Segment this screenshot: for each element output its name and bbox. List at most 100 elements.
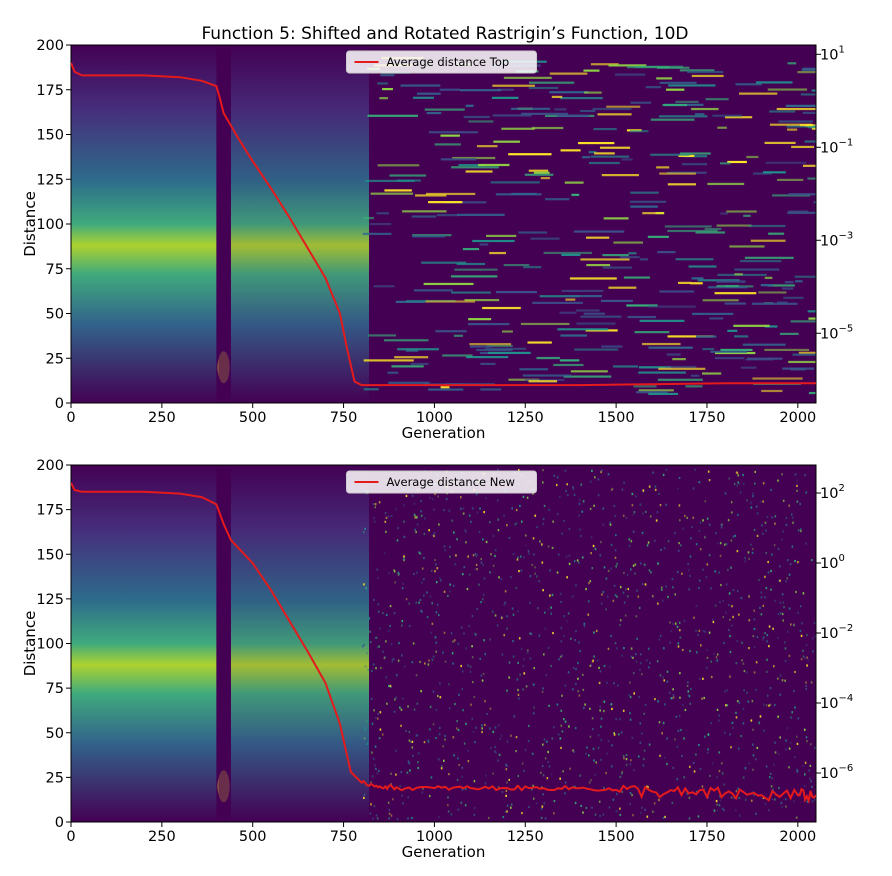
- heatmap-speck: [784, 798, 787, 801]
- heatmap-speck: [444, 660, 447, 663]
- heatmap-speck: [797, 529, 800, 532]
- heatmap-streak: [428, 131, 478, 134]
- heatmap-speck: [752, 635, 755, 638]
- heatmap-speck: [395, 696, 397, 699]
- heatmap-speck: [401, 587, 404, 590]
- heatmap-streak: [382, 88, 393, 91]
- heatmap-speck: [710, 587, 712, 590]
- heatmap-speck: [541, 743, 544, 746]
- heatmap-speck: [473, 807, 476, 810]
- y-tick-label: 100: [36, 637, 64, 653]
- heatmap-speck: [716, 708, 719, 711]
- heatmap-speck: [417, 766, 419, 770]
- heatmap-speck: [766, 658, 768, 661]
- heatmap-speck: [804, 656, 806, 659]
- heatmap-speck: [560, 600, 562, 604]
- heatmap-speck: [408, 739, 411, 742]
- heatmap-speck: [417, 761, 419, 764]
- heatmap-speck: [366, 720, 368, 723]
- heatmap-speck: [465, 647, 467, 650]
- heatmap-speck: [419, 552, 422, 555]
- heatmap-speck: [478, 531, 481, 534]
- heatmap-speck: [443, 759, 445, 762]
- heatmap-streak: [524, 378, 565, 382]
- heatmap-speck: [435, 650, 438, 653]
- heatmap-speck: [464, 804, 467, 807]
- heatmap-speck: [780, 612, 782, 615]
- heatmap-speck: [381, 733, 384, 736]
- heatmap-speck: [429, 728, 431, 731]
- heatmap-speck: [797, 792, 800, 795]
- heatmap-streak: [486, 234, 517, 238]
- heatmap-streak: [786, 125, 816, 128]
- heatmap-speck: [739, 491, 742, 494]
- heatmap-speck: [388, 572, 391, 575]
- heatmap-speck: [619, 775, 622, 779]
- heatmap-streak: [636, 391, 668, 394]
- heatmap-speck: [538, 580, 540, 583]
- heatmap-speck: [733, 482, 736, 486]
- heatmap-streak: [764, 141, 796, 145]
- heatmap-speck: [550, 664, 552, 668]
- heatmap-speck: [629, 681, 631, 684]
- heatmap-speck: [480, 561, 483, 564]
- heatmap-speck: [485, 540, 488, 544]
- heatmap-speck: [472, 554, 475, 557]
- heatmap-speck: [690, 687, 692, 691]
- heatmap-speck: [397, 659, 400, 662]
- heatmap-speck: [709, 774, 711, 778]
- heatmap-speck: [376, 772, 379, 775]
- heatmap-speck: [433, 534, 435, 538]
- heatmap-speck: [717, 542, 719, 545]
- heatmap-speck: [704, 536, 706, 540]
- heatmap-speck: [731, 605, 733, 608]
- heatmap-speck: [727, 568, 729, 572]
- heatmap-speck: [423, 532, 426, 536]
- heatmap-streak: [743, 214, 751, 217]
- heatmap-speck: [568, 527, 571, 531]
- heatmap-speck: [436, 567, 439, 570]
- heatmap-speck: [688, 765, 691, 768]
- heatmap-speck: [532, 537, 535, 540]
- heatmap-speck: [416, 571, 418, 574]
- heatmap-speck: [689, 555, 692, 558]
- heatmap-speck: [416, 523, 419, 526]
- heatmap-speck: [579, 649, 582, 653]
- heatmap-speck: [377, 610, 380, 613]
- y-tick-label: 25: [46, 770, 64, 786]
- heatmap-speck: [616, 792, 618, 796]
- heatmap-speck: [625, 753, 628, 757]
- heatmap-speck: [536, 575, 538, 578]
- heatmap-speck: [799, 605, 802, 608]
- heatmap-speck: [692, 761, 695, 765]
- heatmap-streak: [521, 112, 568, 115]
- heatmap-speck: [725, 704, 727, 707]
- heatmap-speck: [378, 501, 381, 504]
- heatmap-speck: [489, 571, 491, 574]
- heatmap-streak: [560, 334, 588, 337]
- heatmap-speck: [370, 780, 372, 784]
- heatmap-streak: [531, 126, 564, 130]
- heatmap-streak: [672, 358, 686, 361]
- heatmap-speck: [636, 637, 638, 640]
- figure-title: Function 5: Shifted and Rotated Rastrigi…: [201, 24, 688, 44]
- heatmap-speck: [494, 726, 497, 729]
- heatmap-speck: [548, 704, 550, 707]
- heatmap-streak: [510, 107, 551, 110]
- heatmap-speck: [473, 813, 476, 816]
- heatmap-speck: [522, 688, 524, 691]
- heatmap-speck: [769, 772, 772, 775]
- heatmap-speck: [564, 781, 567, 784]
- heatmap-speck: [624, 588, 627, 591]
- heatmap-speck: [391, 658, 394, 661]
- heatmap-streak: [657, 251, 676, 254]
- heatmap-speck: [793, 623, 795, 626]
- heatmap-speck: [749, 501, 752, 504]
- heatmap-speck: [561, 654, 564, 657]
- heatmap-speck: [497, 518, 500, 521]
- heatmap-speck: [746, 691, 748, 694]
- heatmap-speck: [630, 655, 633, 658]
- heatmap-speck: [485, 774, 487, 777]
- heatmap-streak: [727, 329, 738, 332]
- heatmap-speck: [494, 614, 497, 617]
